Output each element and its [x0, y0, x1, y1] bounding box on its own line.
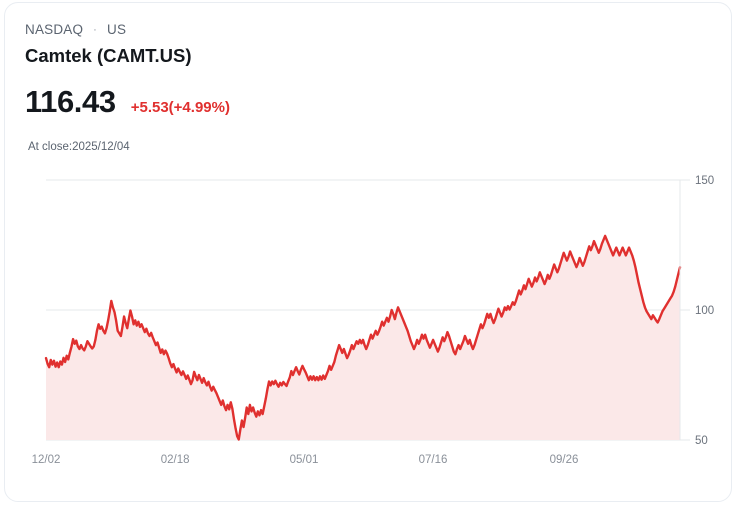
- separator-dot: ·: [93, 24, 98, 36]
- x-axis-tick-label: 02/18: [161, 454, 190, 466]
- y-axis-tick-label: 50: [695, 435, 708, 447]
- price-chart-svg[interactable]: 50 100 150 12/02 02/18 05/01 07/16 09/26: [5, 163, 732, 483]
- x-axis-tick-label: 07/16: [419, 454, 448, 466]
- y-axis-labels: 50 100 150: [695, 175, 714, 447]
- x-axis-tick-label: 12/02: [32, 454, 61, 466]
- price-change: +5.53(+4.99%): [130, 99, 230, 116]
- x-axis-tick-label: 09/26: [550, 454, 579, 466]
- last-price: 116.43: [25, 84, 116, 119]
- price-row: 116.43 +5.53(+4.99%): [25, 83, 230, 121]
- exchange-line: NASDAQ · US: [25, 21, 525, 40]
- quote-header: NASDAQ · US Camtek (CAMT.US): [25, 21, 525, 69]
- x-axis-tick-label: 05/01: [290, 454, 319, 466]
- stock-quote-card: NASDAQ · US Camtek (CAMT.US) 116.43 +5.5…: [4, 2, 732, 502]
- exchange-name: NASDAQ: [25, 22, 84, 37]
- y-axis-tick-label: 150: [695, 175, 714, 187]
- x-axis-labels: 12/02 02/18 05/01 07/16 09/26: [32, 454, 579, 466]
- price-line: [44, 234, 682, 441]
- region-label: US: [107, 22, 127, 37]
- page-title: Camtek (CAMT.US): [25, 45, 192, 66]
- market-status-note: At close:2025/12/04: [28, 141, 130, 153]
- y-axis-tick-label: 100: [695, 305, 714, 317]
- price-area-fill: [46, 235, 680, 440]
- price-chart[interactable]: 50 100 150 12/02 02/18 05/01 07/16 09/26: [5, 163, 732, 483]
